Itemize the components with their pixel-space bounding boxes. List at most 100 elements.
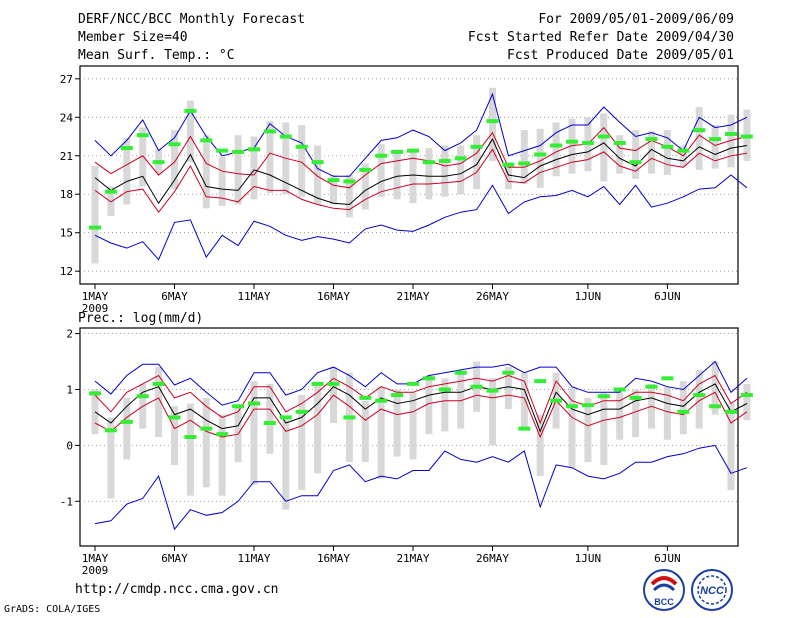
prec-ensemble-box bbox=[186, 403, 194, 496]
prec-x-tick-label: 21MAY bbox=[396, 552, 429, 565]
prec-ensemble-box bbox=[679, 381, 687, 435]
prec-observed-marker bbox=[518, 426, 531, 431]
prec-observed-marker bbox=[613, 387, 626, 392]
prec-ensemble-box bbox=[409, 392, 417, 460]
temp-observed-marker bbox=[89, 225, 101, 230]
prec-observed-marker bbox=[295, 409, 308, 414]
temp-ensemble-box bbox=[330, 175, 337, 205]
temp-ensemble-box bbox=[727, 114, 735, 168]
temp-ensemble-box bbox=[489, 87, 496, 161]
temp-ensemble-box bbox=[632, 130, 640, 179]
temp-ensemble-box bbox=[504, 162, 512, 190]
temp-x-tick-label: 6MAY bbox=[161, 290, 188, 303]
temp-observed-marker bbox=[550, 143, 563, 148]
temp-observed-marker bbox=[232, 149, 245, 154]
temp-ensemble-box bbox=[298, 124, 306, 197]
temp-ensemble-box bbox=[457, 145, 465, 195]
prec-ensemble-box bbox=[123, 397, 131, 460]
prec-observed-marker bbox=[200, 426, 213, 431]
prec-ensemble-box bbox=[218, 414, 226, 496]
precip-variable-label: Prec.: log(mm/d) bbox=[78, 311, 203, 326]
temp-observed-marker bbox=[248, 147, 260, 152]
temp-ensemble-box bbox=[139, 127, 147, 187]
produced-date: Fcst Produced Date 2009/05/01 bbox=[507, 48, 734, 63]
temp-panel: 12 15 18 21 24 27 1MAY 6MAY 11MAY 16MAY 21MAY 26MAY… bbox=[60, 65, 753, 315]
prec-ensemble-box bbox=[663, 386, 671, 440]
temp-ensemble-box bbox=[266, 121, 274, 193]
prec-series-min bbox=[94, 444, 748, 531]
prec-ensemble-box bbox=[584, 397, 592, 463]
temp-series-lower bbox=[94, 148, 747, 214]
temp-observed-marker bbox=[438, 158, 451, 163]
prec-ensemble-box bbox=[202, 397, 210, 488]
temp-observed-marker bbox=[581, 140, 594, 145]
prec-observed-marker bbox=[725, 409, 737, 414]
temp-observed-marker bbox=[502, 162, 515, 167]
temp-x-tick-label: 11MAY bbox=[237, 290, 270, 303]
prec-observed-marker bbox=[184, 435, 197, 439]
temp-ensemble-box bbox=[171, 130, 178, 190]
temp-y-tick-label: 27 bbox=[60, 73, 73, 86]
chart-title: DERF/NCC/BCC Monthly Forecast bbox=[78, 12, 305, 27]
prec-observed-marker bbox=[89, 391, 101, 396]
prec-observed-marker bbox=[248, 401, 260, 406]
temp-ensemble-box bbox=[314, 145, 322, 205]
prec-x-tick-label: 11MAY bbox=[237, 552, 270, 565]
prec-ensemble-box bbox=[155, 367, 163, 437]
temp-y-tick-label: 21 bbox=[60, 150, 73, 163]
prec-ensemble-box bbox=[520, 372, 528, 429]
prec-observed-marker bbox=[740, 393, 753, 398]
temp-ensemble-box bbox=[536, 128, 544, 188]
prec-observed-marker bbox=[470, 384, 483, 389]
prec-ensemble-box bbox=[314, 383, 322, 474]
temp-observed-marker bbox=[566, 139, 578, 144]
prec-ensemble-box bbox=[711, 361, 719, 415]
prec-observed-marker bbox=[693, 393, 706, 398]
prec-ensemble-box bbox=[441, 378, 449, 432]
prec-ensemble-box bbox=[250, 381, 258, 485]
prec-observed-marker bbox=[104, 428, 117, 433]
prec-ensemble-box bbox=[298, 395, 306, 491]
prec-ensemble-box bbox=[282, 420, 290, 510]
footer-url[interactable]: http://cmdp.ncc.cma.gov.cn bbox=[75, 582, 279, 597]
prec-ensemble-box bbox=[425, 375, 433, 435]
prec-x-tick-label: 6JUN bbox=[654, 552, 681, 565]
temp-observed-marker bbox=[311, 160, 324, 165]
temp-observed-marker bbox=[629, 160, 642, 165]
temp-ensemble-box bbox=[123, 137, 131, 205]
prec-x-tick-label: 1MAY bbox=[82, 552, 109, 565]
prec-observed-marker bbox=[597, 394, 610, 399]
temp-y-tick-label: 18 bbox=[60, 188, 73, 201]
prec-ensemble-box bbox=[171, 406, 178, 465]
temp-ensemble-box bbox=[202, 135, 210, 209]
temp-observed-marker bbox=[168, 142, 181, 147]
prec-y-tick-label: 0 bbox=[66, 439, 73, 452]
prec-x-tick-label: 16MAY bbox=[317, 552, 350, 565]
prec-ensemble-box bbox=[600, 392, 608, 465]
temp-observed-marker bbox=[661, 144, 674, 149]
prec-observed-marker bbox=[486, 388, 499, 393]
prec-observed-marker bbox=[677, 409, 690, 414]
temp-ensemble-box bbox=[218, 157, 226, 206]
temp-ensemble-box bbox=[552, 122, 560, 177]
temp-x-tick-label: 1JUN bbox=[575, 290, 602, 303]
temp-observed-marker bbox=[470, 144, 483, 149]
refer-date: Fcst Started Refer Date 2009/04/30 bbox=[467, 30, 734, 45]
temp-observed-marker bbox=[391, 149, 404, 154]
temp-x-tick-label: 21MAY bbox=[396, 290, 429, 303]
prec-ensemble-box bbox=[743, 383, 751, 421]
temp-ensemble-box bbox=[393, 150, 401, 200]
prec-observed-marker bbox=[407, 381, 419, 386]
temp-series-max bbox=[94, 92, 748, 177]
prec-ensemble-box bbox=[361, 400, 369, 463]
temp-year-label: 2009 bbox=[82, 302, 109, 315]
temp-x-tick-label: 16MAY bbox=[317, 290, 350, 303]
temp-observed-marker bbox=[597, 134, 610, 139]
bcc-logo-text: BCC bbox=[654, 597, 674, 607]
temp-ensemble-box bbox=[473, 135, 481, 190]
prec-observed-marker bbox=[391, 393, 404, 398]
temp-ensemble-box bbox=[568, 118, 576, 174]
temp-observed-marker bbox=[279, 134, 292, 139]
